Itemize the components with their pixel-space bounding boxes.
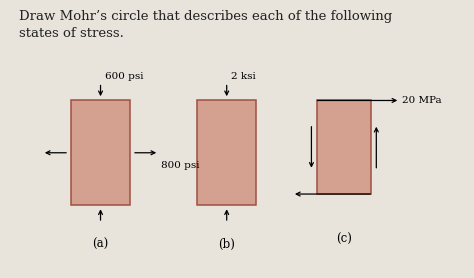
Text: 600 psi: 600 psi: [105, 72, 144, 81]
Text: (b): (b): [218, 238, 235, 251]
Bar: [71, 100, 130, 205]
Text: (c): (c): [336, 233, 352, 245]
Text: 2 ksi: 2 ksi: [231, 72, 256, 81]
Text: 20 MPa: 20 MPa: [402, 96, 442, 105]
Bar: [197, 100, 256, 205]
Text: 800 psi: 800 psi: [161, 161, 200, 170]
Text: Draw Mohr’s circle that describes each of the following
states of stress.: Draw Mohr’s circle that describes each o…: [19, 10, 392, 40]
Bar: [317, 100, 371, 194]
Text: (a): (a): [92, 238, 109, 251]
